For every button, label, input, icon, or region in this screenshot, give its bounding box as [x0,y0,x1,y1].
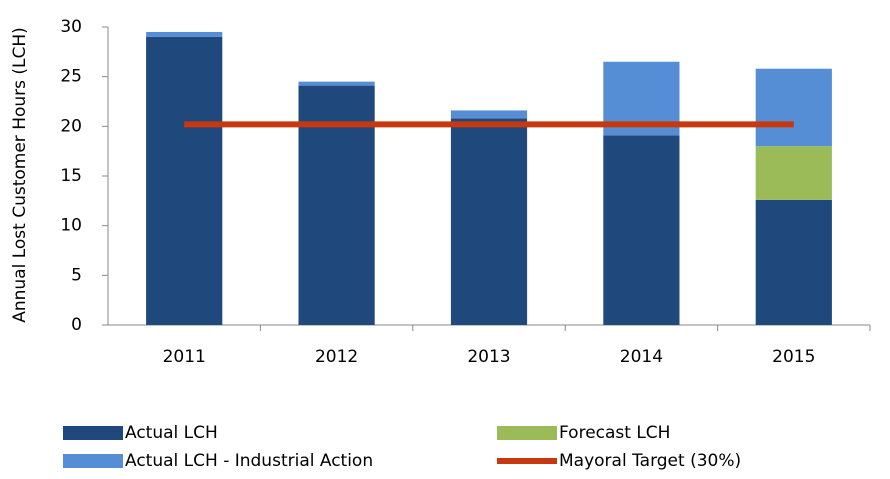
legend-label: Actual LCH - Industrial Action [125,451,373,471]
bar [755,199,832,325]
bar [755,68,832,147]
bar [450,118,528,326]
y-tick-label: 15 [60,166,82,186]
y-tick-label: 25 [60,67,82,87]
x-tick-label: 2013 [467,347,510,367]
x-tick-label: 2014 [620,347,663,367]
legend-swatch [497,426,557,440]
y-axis-label: Annual Lost Customer Hours (LCH) [10,27,30,323]
y-tick-label: 5 [71,265,82,285]
x-tick-label: 2012 [315,347,358,367]
y-tick-label: 30 [60,17,82,37]
bar [450,110,528,119]
bar [603,135,680,325]
bar [146,36,223,325]
x-tick-label: 2015 [772,347,815,367]
legend-label: Mayoral Target (30%) [559,451,741,471]
legend-label: Forecast LCH [559,423,670,443]
x-tick-label: 2011 [163,347,206,367]
bar [146,31,223,37]
legend-swatch [63,454,123,468]
y-tick-label: 0 [71,315,82,335]
bar [755,146,832,200]
y-tick-label: 20 [60,116,82,136]
legend-swatch [63,426,123,440]
legend-label: Actual LCH [125,423,218,443]
y-tick-label: 10 [60,216,82,236]
bar [298,81,375,86]
